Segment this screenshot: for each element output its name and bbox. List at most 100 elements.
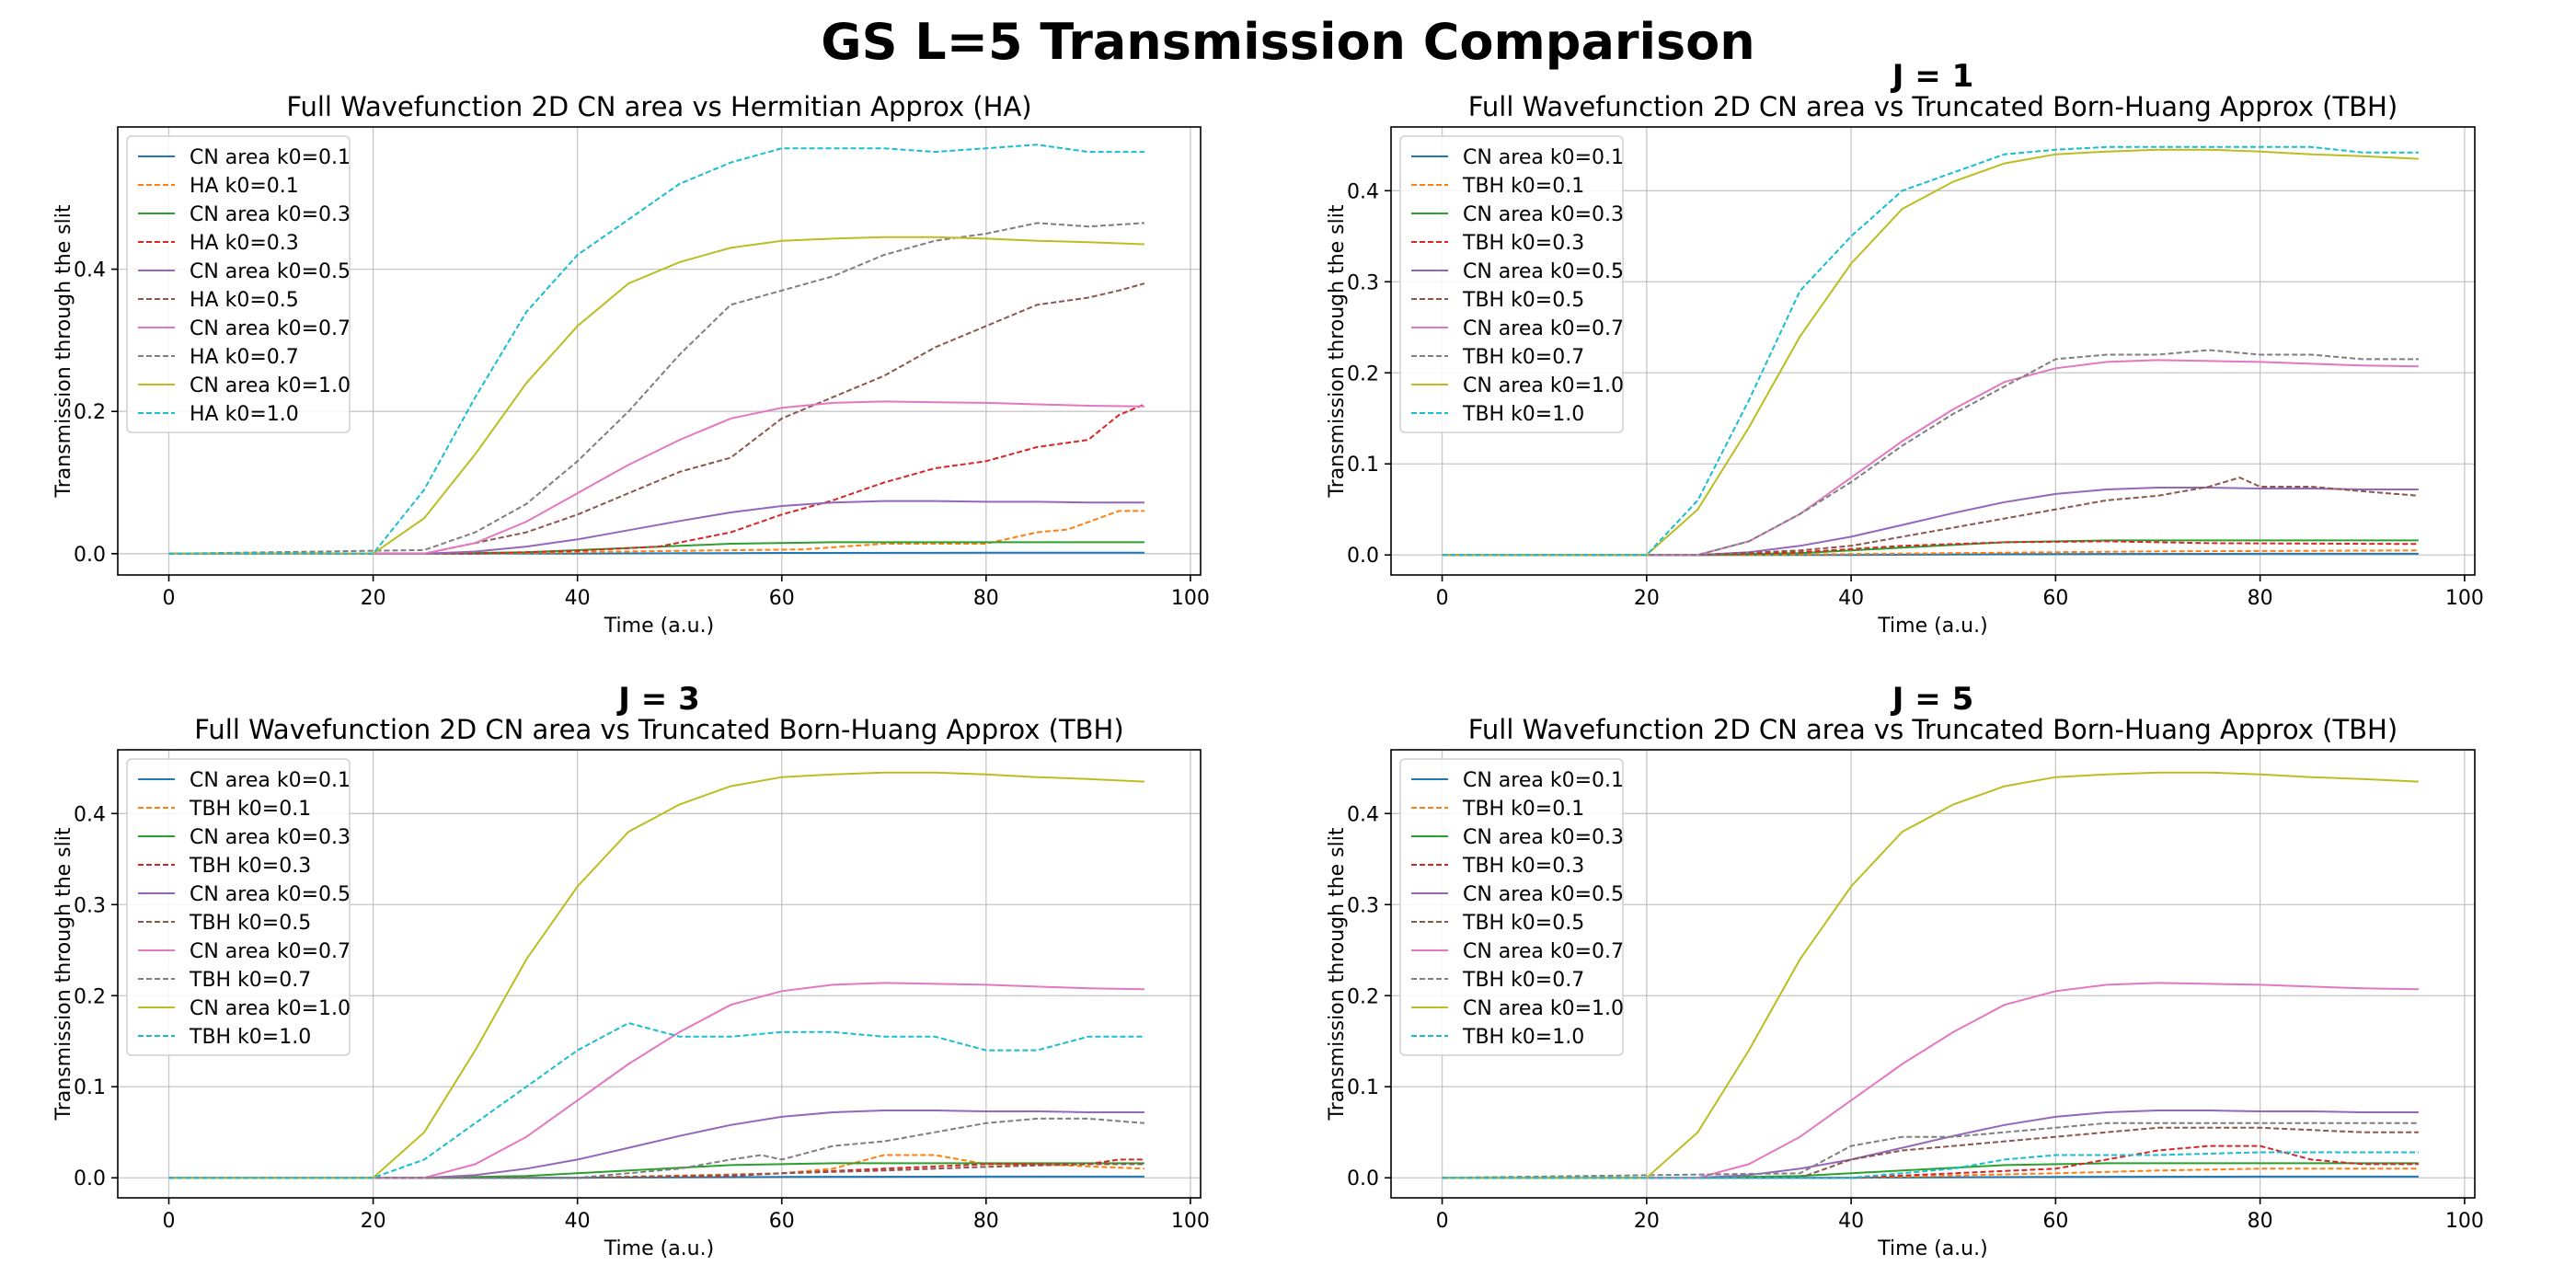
x-axis-label: Time (a.u.) [1877, 615, 1987, 638]
y-tick-label: 0.3 [74, 894, 106, 917]
legend: CN area k0=0.1 TBH k0=0.1 CN area k0=0.3 TB… [1399, 135, 1624, 433]
y-tick-label: 0.1 [1347, 454, 1379, 477]
figure-title: GS L=5 Transmission Comparison [821, 13, 1755, 71]
y-axis-label: Transmission through the slit [1326, 204, 1349, 498]
x-tick-label: 40 [1838, 1210, 1864, 1233]
x-tick-label: 80 [973, 1210, 999, 1233]
series-line-7 [1442, 982, 2419, 1179]
series-group [168, 144, 1145, 555]
y-axis-label: Transmission through the slit [52, 204, 75, 498]
legend-label: TBH k0=0.1 [189, 798, 311, 821]
legend-label: CN area k0=0.1 [1463, 146, 1624, 169]
legend-label: CN area k0=0.5 [1463, 883, 1624, 906]
legend-box [1399, 758, 1624, 1056]
series-line-5 [168, 1110, 1144, 1179]
y-tick-label: 0.0 [1347, 1167, 1379, 1190]
legend-label: CN area k0=1.0 [190, 997, 351, 1020]
series-line-7 [1442, 359, 2419, 557]
subplot-3: 0 20 40 60 80 100 0.0 0.1 0.2 0.3 0.4 Time (a.u.) Tr… [52, 681, 1210, 1260]
x-tick-label: 40 [565, 1210, 591, 1233]
legend-label: TBH k0=1.0 [1462, 403, 1584, 426]
x-tick-label: 80 [2248, 1210, 2273, 1233]
x-tick-label: 60 [769, 1210, 795, 1233]
x-tick-label: 40 [565, 587, 591, 610]
series-group [1442, 771, 2419, 1179]
legend-label: TBH k0=0.3 [1462, 232, 1584, 255]
y-tick-label: 0.3 [1347, 271, 1379, 294]
series-line-5 [168, 500, 1144, 555]
legend-label: CN area k0=0.1 [190, 146, 351, 169]
legend-label: TBH k0=0.1 [1462, 798, 1584, 821]
y-tick-label: 0.2 [1347, 985, 1379, 1008]
y-tick-label: 0.4 [74, 803, 106, 826]
legend: CN area k0=0.1 TBH k0=0.1 CN area k0=0.3 TB… [1399, 758, 1624, 1056]
legend-label: HA k0=0.5 [190, 289, 299, 312]
legend-label: TBH k0=0.7 [1462, 969, 1584, 992]
series-line-10 [168, 144, 1144, 555]
series-line-7 [168, 982, 1144, 1179]
x-tick-label: 20 [361, 587, 386, 610]
x-tick-label: 80 [2248, 587, 2273, 610]
legend-label: HA k0=1.0 [190, 403, 299, 426]
series-line-10 [168, 1021, 1144, 1179]
subplot-heading: J = 1 [1891, 58, 1973, 95]
series-line-3 [168, 1162, 1144, 1179]
y-tick-label: 0.0 [74, 1167, 106, 1190]
y-axis-label: Transmission through the slit [52, 827, 75, 1121]
legend-label: CN area k0=0.1 [190, 769, 351, 792]
subplot-1: 0 20 40 60 80 100 0.0 0.2 0.4 Time (a.u.) Transmis… [52, 91, 1210, 638]
x-tick-label: 80 [973, 587, 999, 610]
subplot-title: Full Wavefunction 2D CN area vs Truncate… [1468, 714, 2398, 745]
series-line-8 [1442, 1121, 2419, 1179]
x-tick-label: 0 [163, 1210, 176, 1233]
x-tick-label: 20 [361, 1210, 386, 1233]
legend-label: TBH k0=0.5 [1462, 912, 1584, 935]
legend-box [1399, 135, 1624, 433]
series-line-4 [168, 403, 1145, 555]
axes-frame [117, 749, 1202, 1199]
y-tick-label: 0.0 [74, 544, 106, 567]
legend-label: CN area k0=1.0 [1463, 997, 1624, 1020]
legend-label: CN area k0=0.7 [1463, 317, 1624, 340]
series-line-10 [1442, 145, 2419, 557]
x-tick-label: 100 [2445, 587, 2484, 610]
series-line-4 [1442, 1144, 2419, 1179]
legend-label: HA k0=0.7 [190, 346, 299, 369]
y-tick-label: 0.4 [74, 259, 106, 282]
series-line-6 [168, 282, 1145, 555]
legend-label: CN area k0=1.0 [190, 374, 351, 397]
series-line-8 [1442, 349, 2419, 557]
series-line-5 [1442, 1110, 2419, 1179]
x-tick-label: 20 [1634, 587, 1660, 610]
y-tick-label: 0.0 [1347, 545, 1379, 568]
legend-label: CN area k0=1.0 [1463, 374, 1624, 397]
legend-label: TBH k0=0.7 [1462, 346, 1584, 369]
series-line-9 [168, 236, 1144, 555]
y-tick-label: 0.2 [74, 985, 106, 1008]
legend-label: CN area k0=0.3 [190, 826, 351, 849]
subplot-title: Full Wavefunction 2D CN area vs Hermitia… [286, 91, 1031, 122]
legend-box [126, 135, 351, 433]
legend-label: CN area k0=0.7 [1463, 940, 1624, 963]
legend-label: TBH k0=0.3 [1462, 855, 1584, 878]
series-line-4 [1442, 540, 2419, 557]
x-tick-label: 100 [1171, 587, 1210, 610]
series-line-8 [168, 1117, 1144, 1179]
y-tick-label: 0.2 [74, 401, 106, 424]
subplot-heading: J = 3 [616, 681, 699, 718]
legend-label: CN area k0=0.7 [190, 317, 351, 340]
x-tick-label: 0 [1436, 587, 1449, 610]
subplot-4: 0 20 40 60 80 100 0.0 0.1 0.2 0.3 0.4 Time (a.u.) Tr… [1326, 681, 2484, 1260]
legend: CN area k0=0.1 HA k0=0.1 CN area k0=0.3 HA … [126, 135, 351, 433]
y-tick-label: 0.3 [1347, 894, 1379, 917]
series-group [168, 771, 1144, 1179]
x-tick-label: 0 [1436, 1210, 1449, 1233]
y-tick-label: 0.1 [74, 1076, 106, 1099]
x-tick-label: 40 [1838, 587, 1864, 610]
subplot-2: 0 20 40 60 80 100 0.0 0.1 0.2 0.3 0.4 Time (a.u.) Tr… [1326, 58, 2484, 638]
x-tick-label: 100 [2445, 1210, 2484, 1233]
legend-label: CN area k0=0.3 [190, 203, 351, 226]
series-line-9 [168, 771, 1144, 1179]
legend-label: TBH k0=0.1 [1462, 175, 1584, 198]
